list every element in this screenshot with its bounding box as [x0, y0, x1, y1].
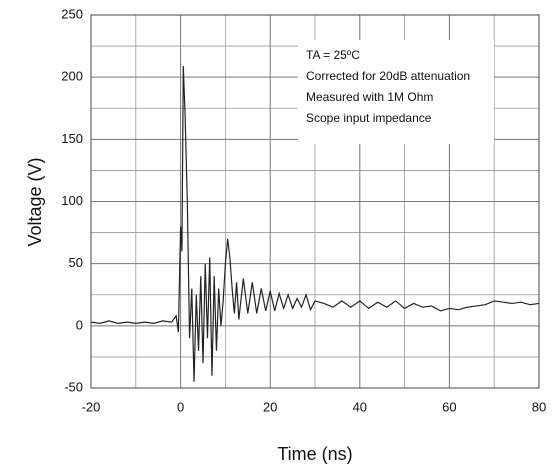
- annotation: Scope input impedance: [306, 111, 432, 125]
- x-tick-label: -20: [82, 399, 101, 414]
- x-tick-label: 80: [532, 399, 546, 414]
- y-tick-label: 150: [61, 131, 83, 146]
- annotation: Measured with 1M Ohm: [306, 90, 433, 104]
- x-tick-label: 40: [353, 399, 367, 414]
- x-tick-label: 60: [442, 399, 456, 414]
- y-tick-label: 0: [76, 317, 83, 332]
- y-tick-label: 50: [69, 255, 83, 270]
- annotation-box: [298, 40, 494, 144]
- data-line: [91, 65, 539, 382]
- y-tick-label: 250: [61, 6, 83, 21]
- x-axis-label: Time (ns): [277, 444, 352, 464]
- y-tick-label: -50: [64, 379, 83, 394]
- x-tick-label: 0: [177, 399, 184, 414]
- y-axis-label: Voltage (V): [25, 157, 45, 246]
- x-tick-label: 20: [263, 399, 277, 414]
- y-tick-label: 100: [61, 193, 83, 208]
- plot-frame: [90, 14, 540, 389]
- annotation: TA = 25ºC: [306, 48, 360, 62]
- y-tick-label: 200: [61, 69, 83, 84]
- annotation: Corrected for 20dB attenuation: [306, 69, 470, 83]
